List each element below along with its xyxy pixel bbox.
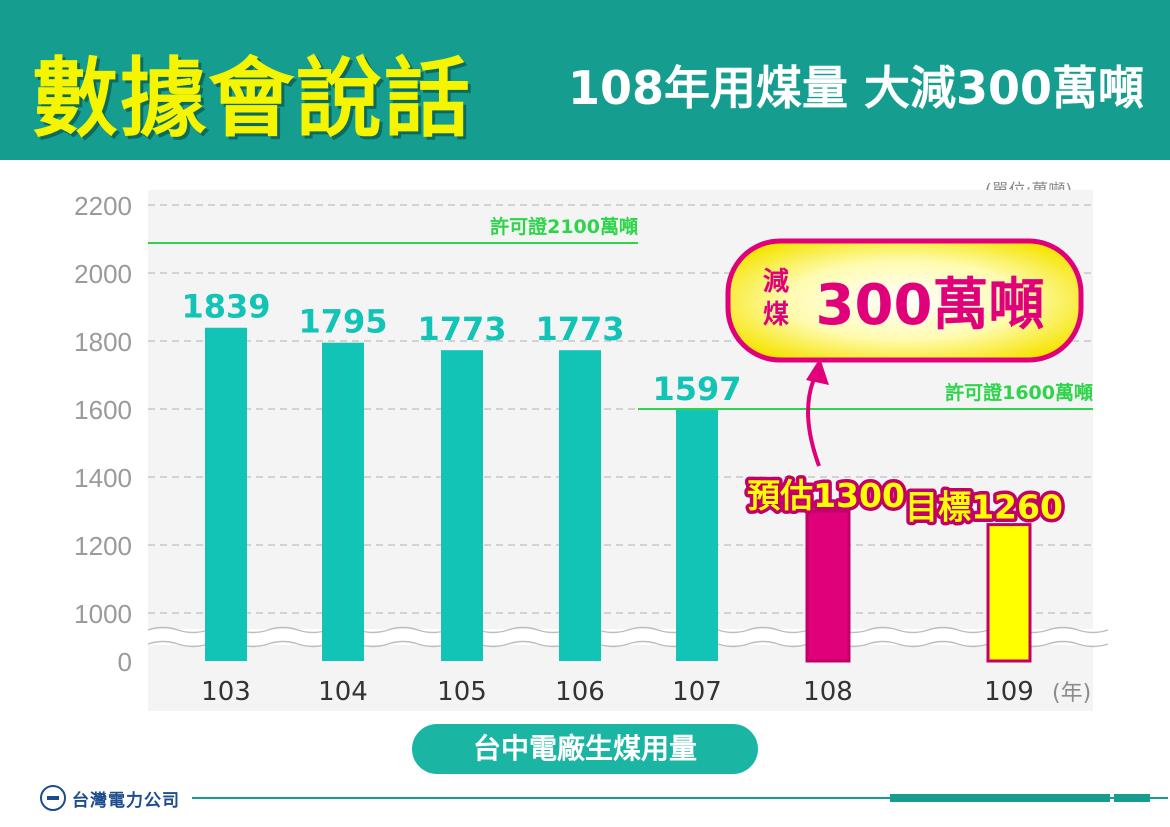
y-tick-label: 2000 [74, 259, 132, 289]
bar-109 [986, 523, 1032, 663]
x-axis-band [148, 661, 1093, 711]
y-tick-label: 1400 [74, 463, 132, 493]
bar-107 [676, 410, 718, 661]
x-axis-title: 台中電廠生煤用量 [412, 724, 758, 774]
reduction-arrow-head [806, 358, 829, 385]
bar-value-label: 1773 [535, 310, 624, 348]
x-tick-label: 109 [984, 677, 1034, 707]
reduction-badge [725, 238, 1084, 363]
x-tick-label: 106 [555, 677, 605, 707]
company-name: 台灣電力公司 [72, 791, 180, 811]
x-tick-label: 108 [803, 677, 853, 707]
footer-accent-bar [890, 794, 1110, 802]
estimate-value-label: 預估1300 [747, 476, 905, 515]
y-tick-label: 1800 [74, 327, 132, 357]
x-tick-label: 103 [201, 677, 251, 707]
reduction-badge-prefix: 減 [763, 267, 789, 297]
x-tick-label: 104 [318, 677, 368, 707]
bar-value-label: 1773 [417, 310, 506, 348]
y-tick-label: 1200 [74, 531, 132, 561]
bar-108 [805, 509, 851, 663]
bar-value-label: 1597 [652, 370, 741, 408]
bar-103 [205, 327, 247, 661]
y-tick-label: 0 [118, 647, 132, 677]
permit-label-1600: 許可證1600萬噸 [945, 381, 1093, 404]
x-unit-label: (年) [1052, 681, 1091, 706]
reduction-arrow [806, 373, 821, 467]
footer-divider [192, 797, 1168, 799]
company-logo-icon [40, 785, 66, 811]
bar-105 [441, 350, 483, 661]
page-title: 數據會說話 [32, 49, 472, 149]
target-value-label: 目標1260 [905, 488, 1063, 527]
header-banner: 數據會說話 108年用煤量 大減300萬噸 [0, 0, 1170, 160]
axis-break-line [147, 640, 1109, 648]
axis-break-line [147, 626, 1109, 634]
x-tick-label: 107 [672, 677, 722, 707]
bar-value-label: 1839 [181, 288, 270, 326]
coal-usage-chart: 0 1000 1200 1400 1600 1800 2000 2200 許可證2100萬噸許可… [74, 190, 1109, 711]
y-tick-label: 1600 [74, 395, 132, 425]
y-tick-label: 2200 [74, 191, 132, 221]
page-subtitle: 108年用煤量 大減300萬噸 [568, 61, 1145, 115]
footer-accent-bar-small [1114, 794, 1150, 802]
permit-label-2100: 許可證2100萬噸 [490, 215, 638, 238]
bar-value-label: 1795 [298, 303, 387, 341]
y-tick-label: 1000 [74, 599, 132, 629]
reduction-badge-text: 300萬噸 [816, 273, 1045, 338]
x-tick-label: 105 [437, 677, 487, 707]
reduction-badge-prefix: 煤 [763, 300, 789, 330]
bar-104 [322, 342, 364, 661]
bar-106 [559, 350, 601, 661]
